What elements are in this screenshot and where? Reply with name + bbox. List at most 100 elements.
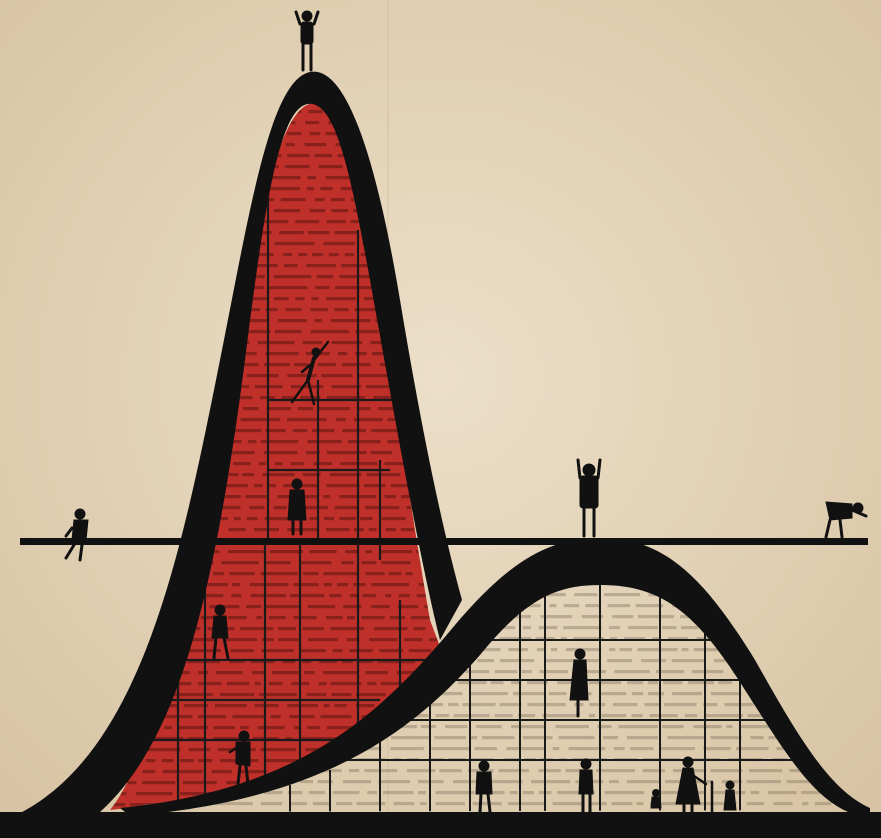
text-dash	[705, 714, 743, 718]
text-dash	[278, 638, 299, 642]
text-dash	[266, 561, 291, 565]
text-dash	[314, 154, 333, 158]
text-dash	[331, 385, 362, 389]
text-dash	[184, 704, 208, 708]
text-dash	[316, 275, 334, 279]
text-dash	[726, 725, 733, 729]
text-dash	[655, 670, 685, 674]
text-dash	[413, 627, 426, 631]
text-dash	[465, 670, 490, 674]
text-dash	[680, 615, 695, 619]
text-dash	[305, 121, 320, 125]
text-dash	[250, 594, 286, 598]
text-dash	[746, 802, 764, 806]
text-dash	[428, 638, 440, 642]
text-dash	[538, 626, 558, 630]
text-dash	[665, 780, 682, 784]
text-dash	[663, 681, 683, 685]
text-dash	[232, 715, 266, 719]
text-dash	[354, 308, 392, 312]
text-dash	[264, 517, 304, 521]
text-dash	[266, 176, 301, 180]
text-dash	[337, 583, 349, 587]
text-dash	[400, 528, 414, 532]
text-dash	[256, 616, 263, 620]
figure-wide-summit	[576, 458, 602, 538]
text-dash	[232, 396, 253, 400]
text-dash	[334, 506, 359, 510]
text-dash	[200, 616, 219, 620]
text-dash	[773, 802, 793, 806]
text-dash	[499, 703, 522, 707]
text-dash	[304, 143, 327, 147]
text-dash	[254, 704, 279, 708]
text-dash	[607, 604, 631, 608]
text-dash	[511, 725, 547, 729]
text-dash	[228, 528, 246, 532]
text-dash	[245, 495, 268, 499]
text-dash	[552, 802, 583, 806]
text-dash	[619, 648, 632, 652]
text-dash	[315, 286, 330, 290]
text-dash	[309, 132, 321, 136]
text-dash	[285, 308, 302, 312]
text-dash	[187, 737, 206, 741]
text-dash	[346, 638, 360, 642]
text-dash	[739, 725, 772, 729]
text-dash	[652, 791, 690, 795]
text-dash	[335, 286, 374, 290]
text-dash	[718, 681, 732, 685]
text-dash	[313, 462, 332, 466]
text-dash	[265, 429, 286, 433]
text-dash	[767, 791, 797, 795]
text-dash	[215, 704, 247, 708]
text-dash	[377, 660, 415, 664]
text-dash	[681, 626, 699, 630]
text-dash	[227, 616, 247, 620]
text-dash	[161, 759, 174, 763]
text-dash	[326, 484, 360, 488]
text-dash	[362, 594, 376, 598]
text-dash	[263, 451, 298, 455]
text-dash	[624, 637, 646, 641]
text-dash	[287, 132, 302, 136]
text-dash	[589, 703, 606, 707]
text-dash	[337, 352, 348, 356]
text-dash	[648, 692, 665, 696]
text-dash	[286, 121, 296, 125]
text-dash	[256, 220, 289, 224]
text-dash	[344, 253, 355, 257]
text-dash	[635, 604, 664, 608]
text-dash	[307, 440, 342, 444]
text-dash	[278, 627, 296, 631]
text-dash	[302, 473, 321, 477]
text-dash	[287, 418, 327, 422]
text-dash	[534, 593, 566, 597]
text-dash	[366, 473, 401, 477]
text-dash	[148, 737, 184, 741]
text-dash	[345, 550, 358, 554]
text-dash	[387, 440, 402, 444]
text-dash	[342, 429, 366, 433]
text-dash	[323, 704, 330, 708]
text-dash	[249, 253, 274, 257]
text-dash	[513, 692, 545, 696]
text-dash	[667, 736, 706, 740]
text-dash	[536, 648, 547, 652]
text-dash	[310, 308, 328, 312]
text-dash	[609, 648, 616, 652]
text-dash	[560, 637, 567, 641]
text-dash	[291, 385, 324, 389]
text-dash	[498, 626, 516, 630]
text-dash	[472, 802, 502, 806]
text-dash	[573, 670, 606, 674]
text-dash	[257, 726, 285, 730]
text-dash	[220, 759, 240, 763]
text-dash	[358, 660, 373, 664]
text-dash	[323, 583, 332, 587]
text-dash	[416, 594, 432, 598]
text-dash	[265, 308, 278, 312]
figure-ground-small	[723, 780, 737, 811]
text-dash	[393, 802, 415, 806]
text-dash	[365, 671, 388, 675]
